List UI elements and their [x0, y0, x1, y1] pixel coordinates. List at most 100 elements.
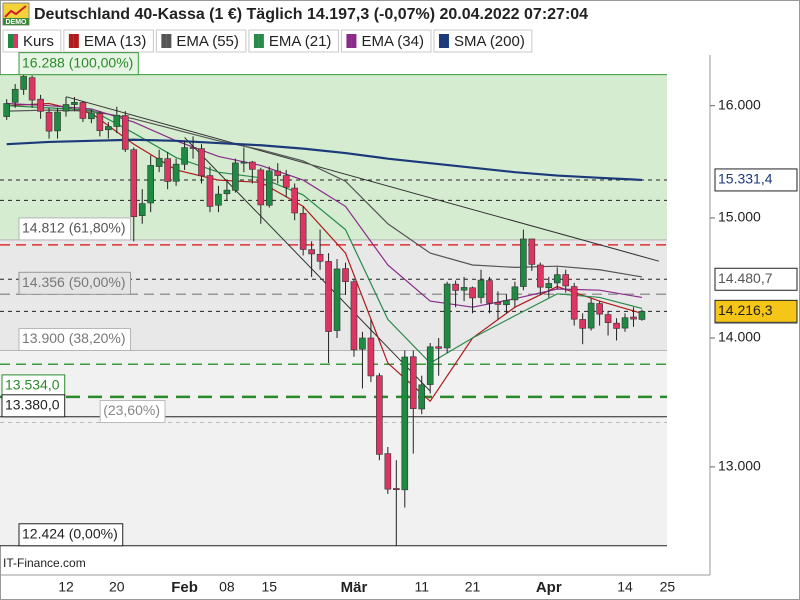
candle-body [79, 102, 87, 119]
candle-body [274, 170, 282, 176]
legend-label: EMA (34) [361, 33, 424, 50]
candle-body [621, 317, 629, 329]
legend-swatch [438, 34, 444, 48]
candle-body [604, 314, 612, 323]
level-label-box [18, 217, 132, 241]
candle-body [265, 170, 273, 206]
candle-body [3, 103, 11, 117]
zone [0, 74, 667, 240]
candle-body [613, 322, 620, 329]
level-label-text: 13.380,0 [5, 397, 60, 413]
candle-body [206, 175, 214, 207]
candle-body [452, 283, 459, 291]
legend-label: Kurs [23, 33, 54, 50]
legend: Kurs EMA (13) EMA (55) EMA (21) EMA (34) SMA … [2, 29, 533, 53]
y-tick-label: 14.000 [718, 329, 761, 345]
candle-body [54, 111, 61, 132]
candle-body [418, 384, 426, 410]
legend-swatch [443, 34, 449, 48]
candle-body [249, 161, 256, 170]
source: IT-Finance.com [3, 556, 86, 570]
candle-body [181, 147, 188, 165]
candle-body [528, 238, 536, 265]
legend-swatch [346, 34, 352, 48]
legend-swatch [8, 34, 13, 48]
x-tick-label: 12 [58, 579, 74, 595]
legend-swatch [166, 34, 172, 48]
candle-body [20, 76, 27, 90]
candle-body [282, 175, 290, 188]
legend-box [155, 29, 247, 53]
candle-body [325, 261, 332, 332]
level-label: (23,60%) [99, 400, 166, 424]
level-label: 14.812 (61,80%) [18, 217, 132, 241]
legend-swatch [253, 34, 259, 48]
level-label-box [714, 267, 798, 291]
legend-swatch [258, 34, 264, 48]
candle-body [257, 169, 265, 206]
plot-area [0, 74, 667, 547]
level-label-box [1, 394, 66, 418]
level-label-text: 14.356 (50,00%) [22, 274, 126, 290]
candle-body [130, 149, 138, 217]
legend-item: EMA (55) [155, 29, 247, 53]
level-label: 13.900 (38,20%) [18, 327, 132, 351]
candle-body [503, 300, 510, 306]
level-label-text: 14.812 (61,80%) [22, 220, 126, 236]
candle-body [138, 203, 146, 216]
level-label: 12.424 (0,00%) [18, 523, 124, 547]
y-tick-label: 13.000 [718, 458, 761, 474]
level-label-text: 14.216,3 [718, 302, 773, 318]
level-label: 15.331,4 [714, 168, 798, 192]
candle-body [537, 264, 544, 288]
x-tick-label: 15 [261, 579, 277, 595]
legend-swatch [161, 34, 167, 48]
candle-body [37, 98, 44, 112]
candle-body [350, 281, 358, 351]
level-label-text: 12.424 (0,00%) [22, 525, 118, 541]
legend-item: EMA (21) [248, 29, 339, 53]
x-tick-label: Apr [536, 579, 562, 596]
level-label: 14.216,3 [714, 299, 798, 323]
legend-box [63, 29, 154, 53]
badge-icon: DEMO [2, 2, 30, 26]
legend-item: EMA (34) [340, 29, 432, 53]
candle-body [308, 249, 315, 255]
candle-body [443, 283, 451, 349]
candle-body [45, 111, 53, 132]
candle-body [155, 157, 163, 167]
legend-box [248, 29, 339, 53]
candle-body [291, 187, 298, 214]
candle-body [469, 287, 476, 299]
level-label-box [18, 271, 132, 295]
level-label: 14.356 (50,00%) [18, 271, 132, 295]
level-label: 14.480,7 [714, 267, 798, 291]
candle-body [121, 115, 129, 150]
candle-body [367, 337, 375, 377]
candle-body [198, 148, 205, 177]
legend-swatch [351, 34, 357, 48]
candle-body [477, 279, 485, 298]
legend-label: EMA (13) [84, 33, 147, 50]
x-tick-label: 25 [660, 579, 676, 595]
legend-box [433, 29, 533, 53]
candle-body [553, 274, 561, 284]
legend-swatch [73, 34, 79, 48]
zone [0, 350, 667, 546]
trend-line [184, 137, 431, 392]
axes: 13.000 14.000 15.000 16.000 12 20 Feb 08 15 Mär 11… [58, 96, 761, 596]
y-tick-label: 16.000 [718, 96, 761, 112]
indicator-line [6, 102, 643, 403]
candle-body [587, 302, 595, 329]
candle-body [333, 268, 341, 331]
level-label-box [18, 52, 139, 76]
candle-body [638, 311, 646, 320]
candle-body [520, 238, 527, 287]
candle-body [240, 161, 248, 164]
candle-body [147, 165, 154, 204]
level-label-text: 16.288 (100,00%) [22, 54, 133, 70]
badge: DEMO [6, 19, 28, 26]
level-label: 16.288 (100,00%) [18, 52, 139, 76]
x-tick-label: 08 [219, 579, 235, 595]
